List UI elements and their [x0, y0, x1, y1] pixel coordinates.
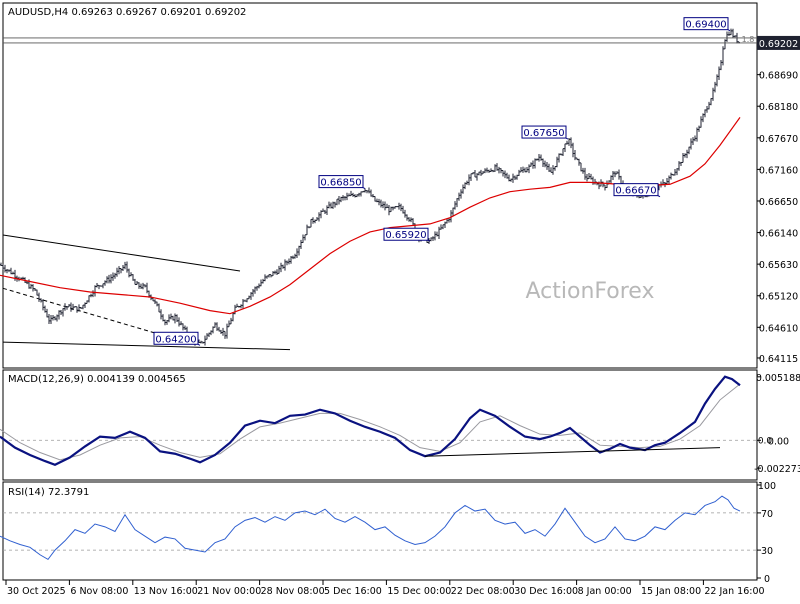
macd-signal-line [0, 383, 741, 461]
macd-axis-label: 0.005188 [756, 373, 800, 384]
price-label-connector [197, 343, 201, 346]
time-axis-label: 15 Dec 00:00 [387, 586, 451, 597]
price-label-box [683, 17, 729, 31]
price-panel-frame [2, 2, 758, 369]
price-label-box [613, 183, 659, 197]
trendline-1 [2, 287, 181, 341]
macd-zero-label: 0.0 [758, 436, 773, 446]
rsi-line [0, 495, 741, 561]
price-label: 0.69400 [685, 20, 726, 31]
price-label-connector [362, 187, 366, 190]
rsi-axis-label: 100 [758, 481, 776, 492]
price-label: 0.65920 [385, 230, 426, 241]
time-axis-label: 6 Nov 08:00 [70, 586, 128, 597]
symbol-header: AUDUSD,H4 0.69263 0.69267 0.69201 0.6920… [8, 7, 246, 18]
rsi-title: RSI(14) 72.3791 [8, 487, 89, 498]
macd-axis-label: 0.00 [768, 436, 789, 447]
macd-trendline [424, 447, 721, 457]
trendline-0 [2, 234, 241, 272]
time-axis-label: 8 Jan 00:00 [578, 586, 632, 597]
price-axis-label: 0.64610 [759, 323, 798, 334]
price-label: 0.67650 [523, 128, 564, 139]
price-axis-label: 0.68690 [759, 71, 798, 82]
trendline-2 [2, 341, 291, 351]
price-label-connector [727, 29, 731, 32]
price-label-box [318, 175, 364, 189]
price-label: 0.66670 [615, 186, 656, 197]
price-label: 0.66850 [320, 178, 361, 189]
current-price-tag [757, 35, 800, 50]
macd-line [0, 375, 741, 466]
rsi-axis-label: 70 [761, 509, 773, 520]
time-axis-label: 21 Nov 00:00 [197, 586, 261, 597]
watermark-text: ActionForex [526, 279, 655, 304]
macd-title: MACD(12,26,9) 0.004139 0.004565 [8, 374, 186, 385]
current-price-label: 0.69202 [759, 39, 798, 50]
macd-axis-label: -0.002273 [754, 464, 800, 475]
price-axis-label: 0.68180 [759, 102, 798, 113]
price-axis-label: 0.66140 [759, 229, 798, 240]
time-axis-label: 30 Dec 16:00 [514, 586, 578, 597]
time-axis-label: 22 Jan 16:00 [704, 586, 764, 597]
price-axis-label: 0.67670 [759, 134, 798, 145]
time-axis-label: 15 Jan 08:00 [641, 586, 701, 597]
rsi-axis-label: 0 [764, 574, 770, 585]
price-label: 0.64200 [155, 334, 196, 345]
price-label-box [521, 125, 567, 139]
price-label-box [153, 331, 199, 345]
price-axis-label: 0.67160 [759, 165, 798, 176]
price-label-connector [657, 195, 661, 198]
time-axis-label: 22 Dec 08:00 [451, 586, 515, 597]
price-axis-label: 0.65630 [759, 260, 798, 271]
price-axis-label: 0.66650 [759, 197, 798, 208]
time-axis-label: 13 Nov 16:00 [134, 586, 198, 597]
price-axis-label: 0.64115 [759, 354, 798, 365]
time-axis-label: 28 Nov 08:00 [261, 586, 325, 597]
price-axis-label: 0.65120 [759, 292, 798, 303]
price-label-connector [427, 239, 431, 242]
rsi-panel-frame [2, 481, 758, 581]
time-axis-label: 30 Oct 2025 [7, 586, 66, 597]
price-tag-small: 1.8 [742, 35, 755, 44]
macd-panel-frame [2, 369, 758, 481]
price-label-connector [565, 137, 569, 140]
time-axis-label: 5 Dec 16:00 [324, 586, 382, 597]
rsi-axis-label: 30 [761, 546, 773, 557]
price-label-box [383, 227, 429, 241]
